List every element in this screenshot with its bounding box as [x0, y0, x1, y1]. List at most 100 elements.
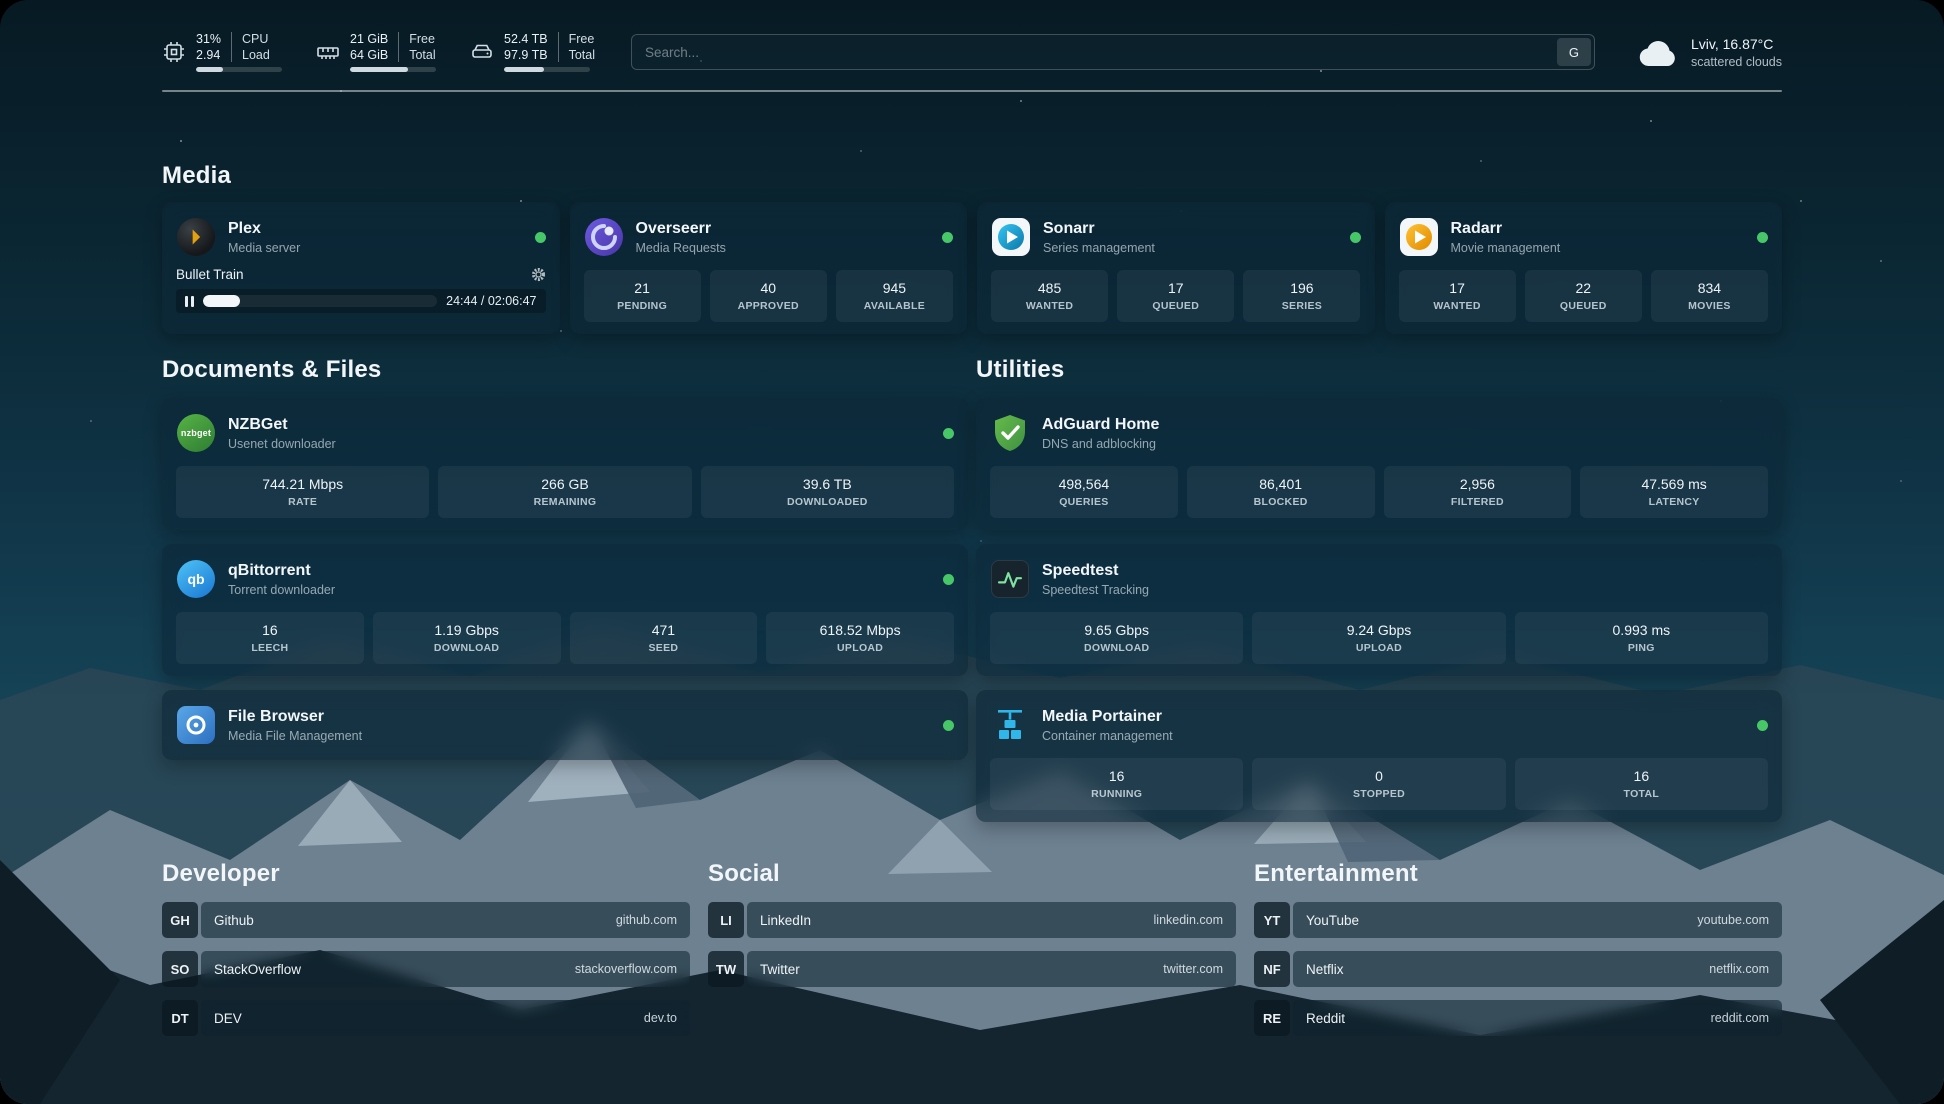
bookmark-name: Netflix [1306, 961, 1344, 977]
stat-value: 16 [1633, 768, 1650, 784]
bookmark-dev[interactable]: DT DEV dev.to [162, 1000, 690, 1036]
bookmark-youtube[interactable]: YT YouTube youtube.com [1254, 902, 1782, 938]
bookmark-linkedin[interactable]: LI LinkedIn linkedin.com [708, 902, 1236, 938]
filebrowser-subtitle: Media File Management [228, 728, 363, 743]
plex-status-dot [534, 231, 546, 243]
stat-value: 266 GB [541, 476, 589, 492]
playback-time: 24:44 / 02:06:47 [446, 294, 537, 308]
stat-label: AVAILABLE [863, 300, 926, 312]
stat-queued: 22 QUEUED [1524, 270, 1642, 322]
stat-value: 196 [1290, 280, 1314, 296]
bookmark-twitter[interactable]: TW Twitter twitter.com [708, 951, 1236, 987]
youtube-abbr-icon: YT [1254, 902, 1290, 938]
sonarr-name: Sonarr [1043, 219, 1095, 237]
search-engine-button[interactable]: G [1556, 38, 1591, 66]
section-entertainment: Entertainment YT YouTube youtube.com NF … [1254, 860, 1782, 1049]
app-card-plex[interactable]: Plex Media server Bullet Train [162, 202, 560, 334]
stat-value: 0 [1375, 768, 1383, 784]
app-card-overseerr[interactable]: Overseerr Media Requests 21 PENDING 40 A… [569, 202, 967, 334]
stat-value: 471 [651, 622, 676, 638]
top-bar: 31% 2.94 CPU Load [162, 0, 1782, 72]
app-card-sonarr[interactable]: Sonarr Series management 485 WANTED 17 Q… [977, 202, 1375, 334]
bookmark-url: youtube.com [1697, 913, 1769, 927]
bookmark-stackoverflow[interactable]: SO StackOverflow stackoverflow.com [162, 951, 690, 987]
stat-label: SERIES [1281, 300, 1323, 312]
cpu-label-2: Load [242, 48, 270, 62]
ram-label-2: Total [409, 48, 436, 62]
app-card-speedtest[interactable]: Speedtest Speedtest Tracking 9.65 Gbps D… [976, 544, 1782, 676]
stat-remaining: 266 GB REMAINING [438, 466, 692, 518]
stat-label: RUNNING [1091, 788, 1143, 800]
cpu-icon [164, 42, 184, 62]
github-abbr-icon: GH [162, 902, 198, 938]
stat-latency: 47.569 ms LATENCY [1580, 466, 1768, 518]
bookmark-name: StackOverflow [214, 961, 302, 977]
bookmark-name: Twitter [760, 961, 800, 977]
settings-gear-icon[interactable] [531, 267, 546, 282]
stat-stopped: 0 STOPPED [1252, 758, 1506, 810]
stat-download: 9.65 Gbps DOWNLOAD [990, 612, 1244, 664]
disk-stat: 52.4 TB 97.9 TB Free Total [470, 32, 595, 72]
nzbget-icon: nzbget [177, 414, 215, 452]
bookmark-url: linkedin.com [1153, 913, 1223, 927]
stat-value: 17 [1167, 280, 1184, 296]
app-card-radarr[interactable]: Radarr Movie management 17 WANTED 22 QUE… [1384, 202, 1782, 334]
social-section-title: Social [708, 860, 780, 887]
app-card-adguard[interactable]: AdGuard Home DNS and adblocking 498,564 … [976, 398, 1782, 530]
seek-bar[interactable] [203, 295, 438, 307]
stat-label: APPROVED [737, 300, 799, 312]
app-card-nzbget[interactable]: nzbget NZBGet Usenet downloader 744.21 M… [162, 398, 968, 530]
overseerr-status-dot [942, 231, 953, 243]
app-card-qbittorrent[interactable]: qb qBittorrent Torrent downloader 16 LEE… [162, 544, 968, 676]
weather-widget: Lviv, 16.87°C scattered clouds [1637, 36, 1782, 69]
bookmark-github[interactable]: GH Github github.com [162, 902, 690, 938]
stat-value: 485 [1037, 280, 1062, 296]
stat-label: REMAINING [533, 496, 597, 508]
documents-section-title: Documents & Files [162, 356, 382, 383]
radarr-subtitle: Movie management [1450, 240, 1561, 255]
twitter-abbr-icon: TW [708, 951, 744, 987]
stat-value: 744.21 Mbps [262, 476, 344, 492]
search-input[interactable] [634, 38, 1557, 66]
section-media: Media Plex Me [162, 162, 1782, 334]
stat-upload: 618.52 Mbps UPLOAD [766, 612, 954, 664]
ram-label-1: Free [409, 32, 435, 46]
stat-value: 39.6 TB [802, 476, 852, 492]
app-card-portainer[interactable]: Media Portainer Container management 16 … [976, 690, 1782, 822]
app-card-filebrowser[interactable]: File Browser Media File Management [162, 690, 968, 760]
stat-label: MOVIES [1688, 300, 1731, 312]
search-bar[interactable]: G [630, 34, 1595, 70]
media-section-title: Media [162, 162, 232, 189]
ram-free: 21 GiB [350, 32, 389, 46]
qbittorrent-icon: qb [177, 560, 215, 598]
bookmark-url: dev.to [643, 1011, 677, 1025]
ram-stat: 21 GiB 64 GiB Free Total [316, 32, 436, 72]
bookmark-url: netflix.com [1709, 962, 1769, 976]
stat-label: QUERIES [1059, 496, 1109, 508]
bookmark-name: DEV [214, 1010, 242, 1026]
pause-button[interactable] [185, 295, 194, 307]
stat-approved: 40 APPROVED [709, 270, 827, 322]
stat-queued: 17 QUEUED [1117, 270, 1235, 322]
weather-condition: scattered clouds [1690, 54, 1782, 69]
overseerr-icon [584, 217, 624, 257]
cpu-progress-bar [196, 67, 282, 72]
disk-progress-fill [504, 67, 544, 72]
bookmark-reddit[interactable]: RE Reddit reddit.com [1254, 1000, 1782, 1036]
sonarr-subtitle: Series management [1043, 240, 1155, 255]
stat-value: 21 [634, 280, 650, 296]
nzbget-subtitle: Usenet downloader [228, 436, 336, 451]
stat-value: 16 [1108, 768, 1125, 784]
stat-label: QUEUED [1152, 300, 1200, 312]
stat-downloaded: 39.6 TB DOWNLOADED [700, 466, 954, 518]
stat-value: 618.52 Mbps [819, 622, 901, 638]
stat-label: SEED [648, 642, 679, 654]
stat-total: 16 TOTAL [1514, 758, 1768, 810]
stat-label: TOTAL [1623, 788, 1660, 800]
qbittorrent-subtitle: Torrent downloader [228, 582, 336, 597]
nzbget-icon-text: nzbget [180, 428, 212, 438]
stat-label: UPLOAD [1355, 642, 1403, 654]
ram-total: 64 GiB [350, 48, 389, 62]
bookmark-netflix[interactable]: NF Netflix netflix.com [1254, 951, 1782, 987]
